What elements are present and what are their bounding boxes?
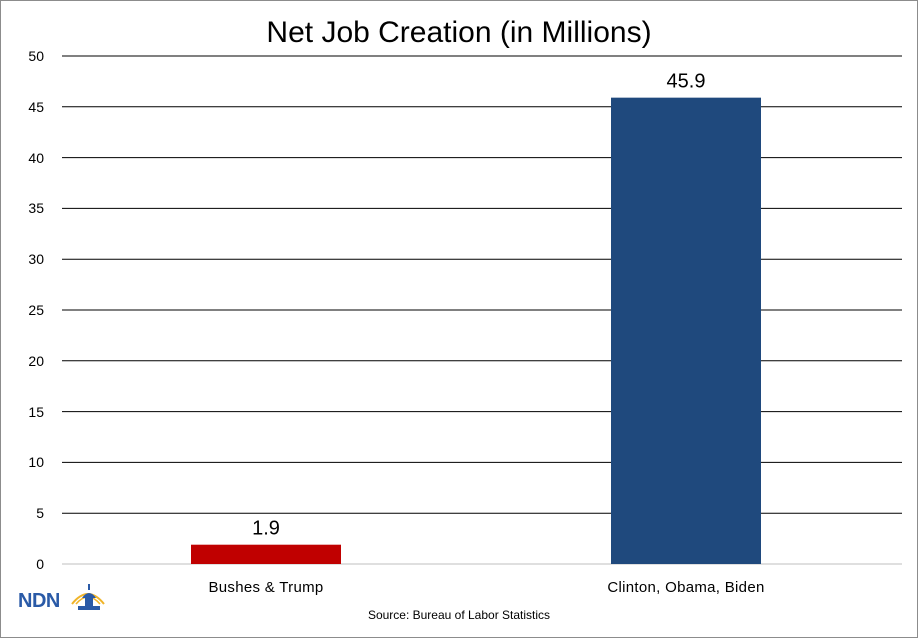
chart-title: Net Job Creation (in Millions) [266, 16, 652, 49]
data-label: 1.9 [252, 518, 280, 540]
x-category-label: Bushes & Trump [208, 579, 324, 596]
capitol-dome-icon [71, 584, 105, 610]
bar [191, 544, 341, 564]
source-note: Source: Bureau of Labor Statistics [367, 608, 551, 622]
y-tick-label: 0 [36, 556, 44, 572]
y-tick-label: 50 [28, 48, 44, 64]
bar [611, 97, 761, 564]
y-tick-label: 30 [28, 251, 44, 268]
logo-text: NDN [18, 590, 60, 612]
y-tick-label: 10 [28, 454, 44, 471]
y-tick-label: 20 [28, 352, 44, 369]
bars [191, 97, 761, 564]
x-category-label: Clinton, Obama, Biden [607, 579, 765, 596]
data-label: 45.9 [667, 71, 706, 93]
ndn-logo: NDN [18, 580, 118, 616]
y-tick-label: 40 [28, 149, 44, 166]
y-tick-label: 15 [28, 403, 44, 420]
y-tick-label: 25 [28, 302, 44, 318]
y-tick-label: 45 [28, 98, 44, 115]
y-tick-label: 35 [28, 200, 44, 217]
y-tick-label: 5 [36, 505, 44, 522]
data-labels: 1.9 45.9 [252, 71, 705, 540]
gridlines [62, 55, 902, 565]
